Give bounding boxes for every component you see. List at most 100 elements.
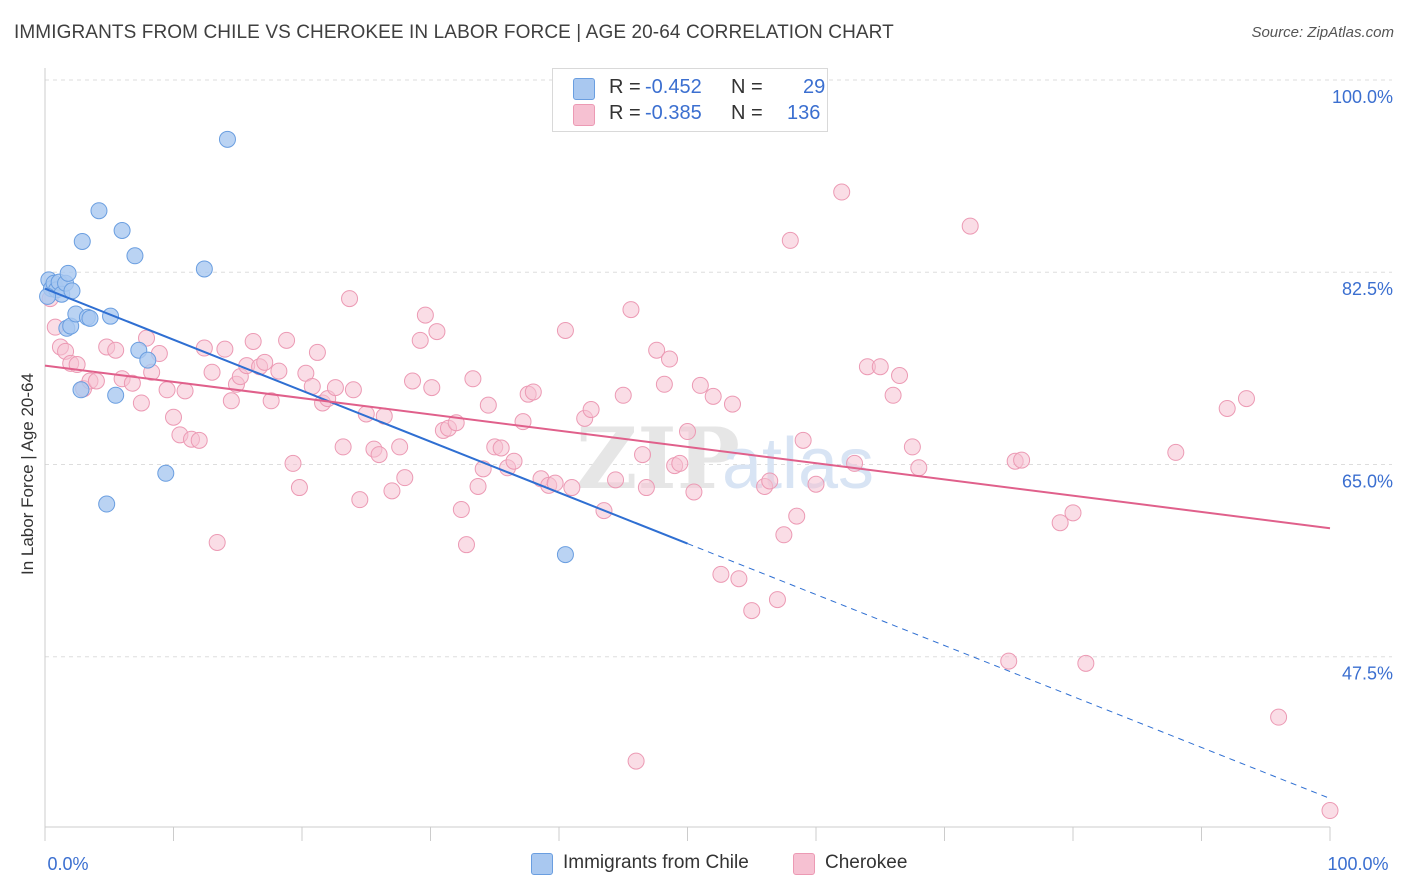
chile-point [73,232,91,250]
cherokee-point [344,381,362,399]
cherokee-point [1237,390,1255,408]
cherokee-point [1167,443,1185,461]
cherokee-point [158,381,176,399]
cherokee-point [1077,654,1095,672]
cherokee-point [1051,514,1069,532]
chart-title: IMMIGRANTS FROM CHILE VS CHEROKEE IN LAB… [14,22,894,43]
cherokee-point [411,331,429,349]
cherokee-point [132,394,150,412]
cherokee-point [637,479,655,497]
cherokee-point [891,367,909,385]
cherokee-point [190,431,208,449]
chile-point [556,546,574,564]
cherokee-point [391,438,409,456]
cherokee-point [505,452,523,470]
legend-swatch-chile [573,78,595,100]
cherokee-point [383,482,401,500]
cherokee-point [833,183,851,201]
cherokee-point [1270,708,1288,726]
cherokee-point [416,306,434,324]
cherokee-point [524,383,542,401]
x-tick-label: 0.0% [47,854,88,874]
chile-point [98,495,116,513]
cherokee-point [341,290,359,308]
chile-trendline-extension [687,543,1331,799]
cherokee-point [655,375,673,393]
cherokee-point [1000,652,1018,670]
cherokee-point [469,477,487,495]
legend-n-value: 29 [803,76,826,98]
cherokee-point [723,395,741,413]
cherokee-point [648,341,666,359]
cherokee-point [244,332,262,350]
cherokee-point [1013,451,1031,469]
cherokee-point [404,372,422,390]
cherokee-point [176,382,194,400]
cherokee-point [691,376,709,394]
chile-point [72,381,90,399]
cherokee-point [634,446,652,464]
cherokee-point [768,591,786,609]
cherokee-point [775,526,793,544]
cherokee-point [457,536,475,554]
bottom-legend-swatch-chile [531,853,553,875]
cherokee-point [582,401,600,419]
legend-n-label: N = [731,102,763,124]
cherokee-point [556,321,574,339]
cherokee-point [704,387,722,405]
cherokee-point [203,363,221,381]
cherokee-point [87,372,105,390]
cherokee-point [884,386,902,404]
bottom-legend-label-cherokee: Cherokee [825,852,908,873]
cherokee-point [278,331,296,349]
cherokee-point [661,350,679,368]
bottom-legend-swatch-cherokee [793,853,815,875]
cherokee-point [351,491,369,509]
cherokee-point [903,438,921,456]
cherokee-point [679,423,696,441]
cherokee-point [138,329,156,347]
cherokee-point [807,475,825,493]
chile-point [90,202,108,220]
cherokee-point [396,469,414,487]
cherokee-point [563,479,581,497]
cherokee-point [492,439,510,457]
cherokee-point [871,358,889,376]
legend-r-value: -0.385 [645,102,702,124]
cherokee-point [743,602,761,620]
cherokee-point [464,370,482,388]
cherokee-point [308,343,326,361]
y-tick-label: 100.0% [1332,87,1393,107]
cherokee-point [452,501,470,519]
cherokee-point [961,217,979,235]
source-label: Source: ZipAtlas.com [1251,24,1394,41]
legend-n-value: 136 [787,102,821,124]
cherokee-point [222,392,240,410]
chile-point [157,464,175,482]
legend-n-label: N = [731,76,763,98]
cherokee-point [614,386,632,404]
cherokee-point [256,353,274,371]
y-tick-label: 47.5% [1342,664,1393,684]
cherokee-point [479,396,497,414]
x-tick-label: 100.0% [1327,854,1388,874]
chile-point [126,247,144,265]
chile-point [59,264,77,282]
chile-point [107,386,125,404]
cherokee-point [262,392,280,410]
cherokee-point [123,374,141,392]
cherokee-point [730,570,748,588]
cherokee-point [607,471,625,489]
chile-point [81,309,99,327]
cherokee-point [685,483,703,501]
cherokee-point [326,379,344,397]
stats-legend: R = -0.452 N = 29 R = -0.385 N = 136 [552,68,828,132]
cherokee-point [788,507,806,525]
cherokee-point [107,341,125,359]
cherokee-point [208,533,226,551]
cherokee-point [334,438,352,456]
cherokee-point [428,323,446,341]
cherokee-point [761,472,779,490]
cherokee-point [627,752,645,770]
